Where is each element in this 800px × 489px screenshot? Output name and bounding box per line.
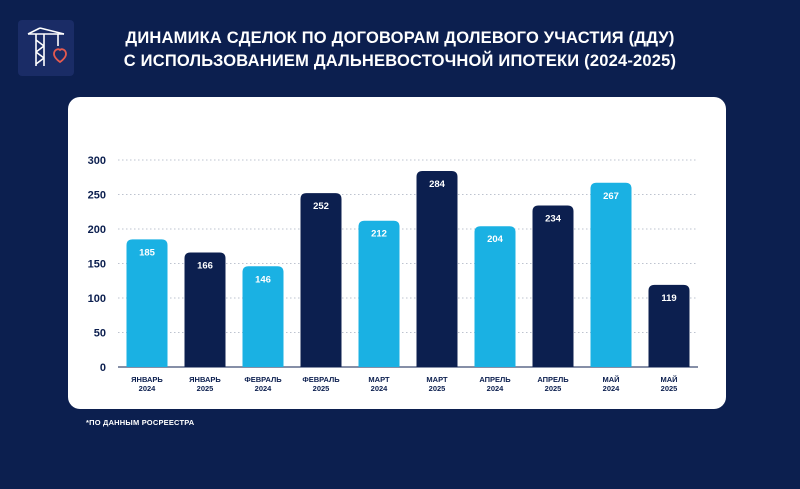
bar-value-label: 146 [255, 274, 271, 285]
x-tick-label-year: 2024 [603, 384, 621, 393]
y-tick-label: 250 [88, 190, 106, 202]
title-line-2: С ИСПОЛЬЗОВАНИЕМ ДАЛЬНЕВОСТОЧНОЙ ИПОТЕКИ… [123, 52, 677, 70]
y-tick-label: 200 [88, 224, 106, 236]
x-tick-label-year: 2025 [197, 384, 214, 393]
x-tick-label-month: МАРТ [426, 375, 448, 384]
x-tick-label-month: ФЕВРАЛЬ [302, 375, 340, 384]
bar [300, 193, 342, 367]
x-tick-label-month: ЯНВАРЬ [189, 375, 221, 384]
bar [474, 226, 516, 367]
x-tick-label-year: 2025 [661, 384, 678, 393]
company-logo [18, 20, 74, 76]
bar-value-label: 212 [371, 229, 387, 240]
chart-title: ДИНАМИКА СДЕЛОК ПО ДОГОВОРАМ ДОЛЕВОГО УЧ… [100, 27, 700, 73]
title-line-1: ДИНАМИКА СДЕЛОК ПО ДОГОВОРАМ ДОЛЕВОГО УЧ… [125, 29, 675, 47]
x-tick-label-month: АПРЕЛЬ [537, 375, 569, 384]
crane-icon [27, 27, 67, 66]
x-tick-label-year: 2025 [429, 384, 446, 393]
bar [358, 220, 400, 367]
bar [648, 284, 690, 367]
chart-card: 0 50 100 150 200 250 300 185 ЯНВАРЬ 2024 166 ЯНВАРЬ… [68, 97, 726, 409]
x-tick-label-month: МАЙ [602, 375, 619, 384]
x-tick-label-year: 2025 [545, 384, 562, 393]
y-tick-label: 100 [88, 293, 106, 305]
bar-value-label: 185 [139, 247, 156, 258]
source-footnote: *ПО ДАННЫМ РОСРЕЕСТРА [86, 418, 195, 427]
x-tick-label-month: ЯНВАРЬ [131, 375, 163, 384]
y-tick-label: 150 [88, 259, 106, 271]
bar [242, 266, 284, 367]
bar [590, 182, 632, 367]
x-tick-label-year: 2024 [371, 384, 389, 393]
x-tick-label-month: МАЙ [660, 375, 677, 384]
x-tick-label-year: 2024 [139, 384, 157, 393]
x-tick-label-month: МАРТ [368, 375, 390, 384]
bar-value-label: 119 [661, 293, 676, 304]
bar-value-label: 234 [545, 214, 562, 225]
bar-value-label: 284 [429, 179, 446, 190]
y-tick-label: 300 [88, 155, 106, 167]
y-tick-label: 50 [94, 328, 106, 340]
bar-chart: 050100150200250300185ЯНВАРЬ2024166ЯНВАРЬ… [88, 155, 698, 393]
bar-value-label: 267 [603, 191, 619, 202]
bar [532, 205, 574, 367]
x-tick-label-year: 2024 [255, 384, 273, 393]
x-tick-label-month: АПРЕЛЬ [479, 375, 511, 384]
x-tick-label-month: ФЕВРАЛЬ [244, 375, 282, 384]
bar [126, 239, 168, 367]
bar [416, 171, 458, 367]
bar-value-label: 204 [487, 234, 504, 245]
y-tick-label: 0 [100, 362, 106, 374]
bar-value-label: 252 [313, 201, 329, 212]
x-tick-label-year: 2025 [313, 384, 330, 393]
bar-value-label: 166 [197, 260, 213, 271]
bar [184, 252, 226, 367]
x-tick-label-year: 2024 [487, 384, 505, 393]
